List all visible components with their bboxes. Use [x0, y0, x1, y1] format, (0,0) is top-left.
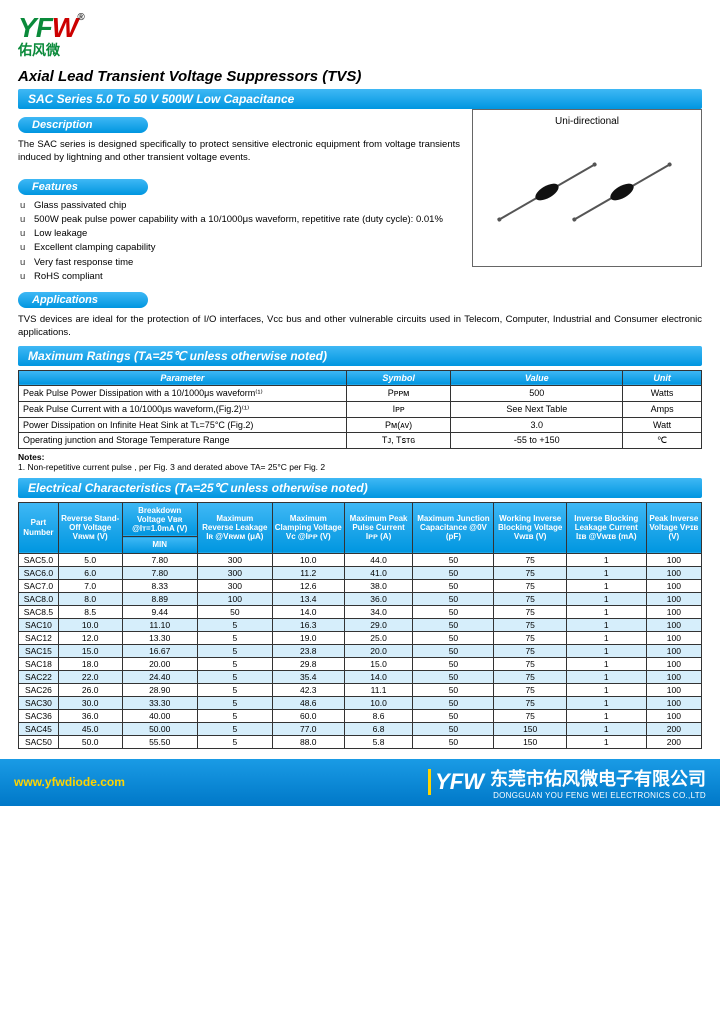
image-caption: Uni-directional [479, 116, 695, 127]
ratings-table: ParameterSymbolValueUnitPeak Pulse Power… [18, 370, 702, 449]
logo: YFW® 佑风微 [18, 12, 702, 60]
feature-item: 500W peak pulse power capability with a … [20, 213, 460, 227]
feature-item: Excellent clamping capability [20, 241, 460, 255]
product-image-box: Uni-directional [472, 109, 702, 267]
features-list: Glass passivated chip500W peak pulse pow… [18, 199, 460, 285]
footer-en: DONGGUAN YOU FENG WEI ELECTRONICS CO.,LT… [490, 791, 706, 800]
reg-mark: ® [77, 12, 83, 23]
applications-text: TVS devices are ideal for the protection… [18, 314, 702, 340]
logo-f: F [36, 12, 52, 43]
series-bar: SAC Series 5.0 To 50 V 500W Low Capacita… [18, 89, 702, 109]
description-heading: Description [18, 117, 148, 133]
feature-item: Low leakage [20, 227, 460, 241]
feature-item: Very fast response time [20, 256, 460, 270]
features-heading: Features [18, 179, 148, 195]
footer: www.yfwdiode.com YFW 东莞市佑风微电子有限公司 DONGGU… [0, 759, 720, 806]
ratings-heading: Maximum Ratings (Tᴀ=25℃ unless otherwise… [18, 346, 702, 366]
feature-item: Glass passivated chip [20, 199, 460, 213]
diode-illustration [479, 127, 695, 257]
description-text: The SAC series is designed specifically … [18, 139, 460, 165]
footer-site: www.yfwdiode.com [14, 775, 125, 789]
notes-text: 1. Non-repetitive current pulse , per Fi… [18, 462, 325, 472]
elec-table: Part NumberReverse Stand-Off Voltage Vʀᴡ… [18, 502, 702, 749]
feature-item: RoHS compliant [20, 270, 460, 284]
footer-logo: YFW 东莞市佑风微电子有限公司 DONGGUAN YOU FENG WEI E… [428, 765, 706, 800]
page-title: Axial Lead Transient Voltage Suppressors… [18, 68, 702, 85]
applications-heading: Applications [18, 292, 148, 308]
logo-y: Y [18, 12, 36, 43]
logo-w: W [52, 12, 77, 43]
footer-cn: 东莞市佑风微电子有限公司 [490, 765, 706, 791]
notes-label: Notes: [18, 452, 44, 462]
elec-heading: Electrical Characteristics (Tᴀ=25℃ unles… [18, 478, 702, 498]
